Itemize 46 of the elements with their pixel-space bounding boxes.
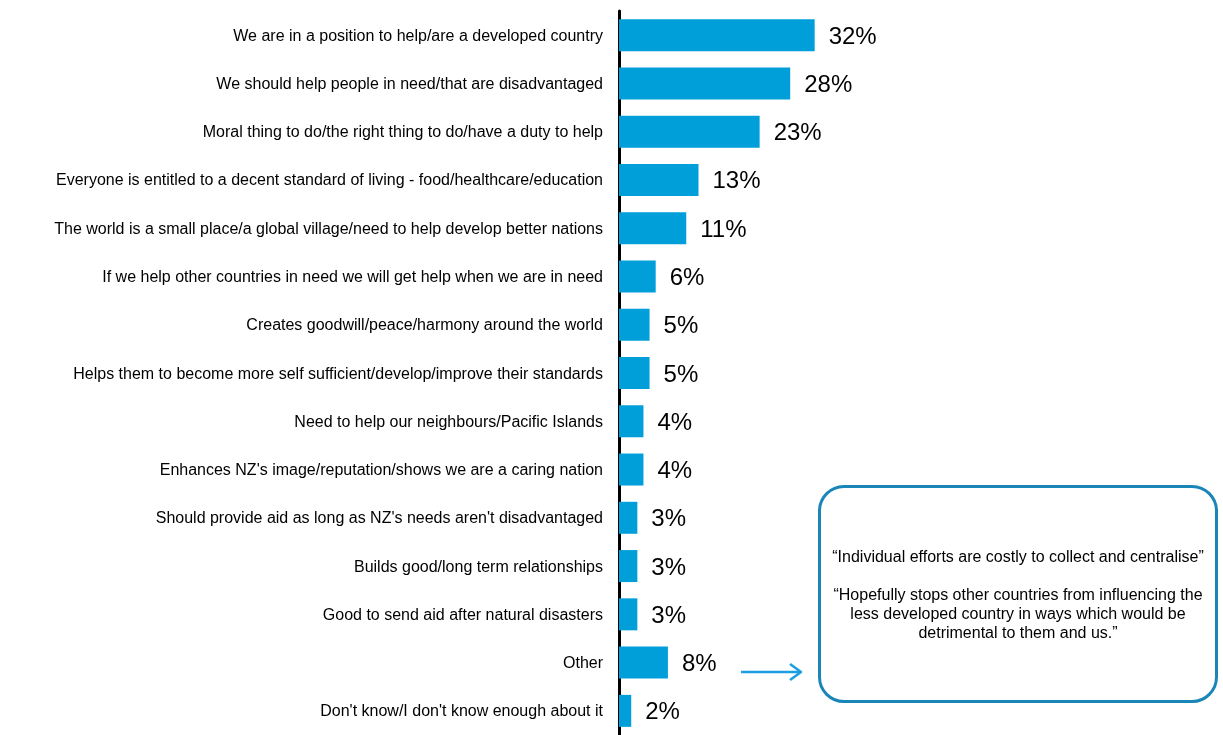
bar: [619, 19, 815, 52]
bar: [619, 550, 638, 583]
data-label: 32%: [828, 21, 877, 49]
bar: [619, 501, 638, 534]
y-tick-label: Don't know/I don't know enough about it: [320, 702, 604, 720]
y-tick-label: Helps them to become more self sufficient/develop/improve their standards: [73, 364, 603, 382]
data-label: 4%: [657, 407, 693, 435]
callout-box: “Individual efforts are costly to collect and centralise” “Hopefully stops other countries from influencing the less developed country in ways which would be detrimental to them and us.”: [818, 485, 1218, 703]
y-tick-label: Moral thing to do/the right thing to do/have a duty to help: [202, 123, 604, 141]
bar: [619, 405, 644, 438]
bar: [619, 308, 650, 341]
bar: [619, 212, 687, 245]
y-tick-label: If we help other countries in need we will get help when we are in need: [102, 267, 603, 285]
data-label: 5%: [663, 359, 699, 387]
data-label: 11%: [700, 214, 747, 242]
data-label: 4%: [657, 456, 693, 484]
data-label: 5%: [663, 311, 699, 339]
y-tick-label: Need to help our neighbours/Pacific Islands: [294, 412, 603, 430]
y-tick-label: Good to send aid after natural disasters: [322, 605, 603, 623]
data-label: 8%: [681, 649, 717, 677]
bar: [619, 453, 644, 486]
data-label: 6%: [669, 262, 705, 290]
y-tick-label: Other: [562, 654, 604, 672]
y-tick-label: We should help people in need/that are disadvantaged: [216, 74, 603, 92]
bar: [619, 646, 668, 679]
y-tick-label: We are in a position to help/are a developed country: [233, 26, 603, 44]
data-label: 3%: [651, 504, 687, 532]
data-label: 13%: [712, 166, 761, 194]
data-label: 23%: [773, 118, 822, 146]
y-tick-label: The world is a small place/a global village/need to help develop better nations: [54, 219, 603, 237]
bar: [619, 67, 791, 100]
bar: [619, 357, 650, 389]
y-tick-label: Everyone is entitled to a decent standard of living - food/healthcare/education: [55, 171, 603, 189]
data-label: 3%: [651, 552, 687, 580]
bar: [619, 694, 632, 727]
y-tick-label: Builds good/long term relationships: [353, 557, 603, 575]
bar: [619, 115, 760, 148]
y-tick-label: Creates goodwill/peace/harmony around the world: [246, 316, 603, 334]
bar: [619, 260, 656, 293]
y-tick-label: Should provide aid as long as NZ's needs aren't disadvantaged: [155, 509, 603, 527]
y-tick-label: Enhances NZ's image/reputation/shows we are a caring nation: [159, 461, 603, 479]
data-label: 3%: [651, 600, 687, 628]
bar: [619, 163, 699, 196]
bar: [619, 598, 638, 631]
data-label: 2%: [645, 697, 680, 725]
data-label: 28%: [804, 69, 853, 97]
